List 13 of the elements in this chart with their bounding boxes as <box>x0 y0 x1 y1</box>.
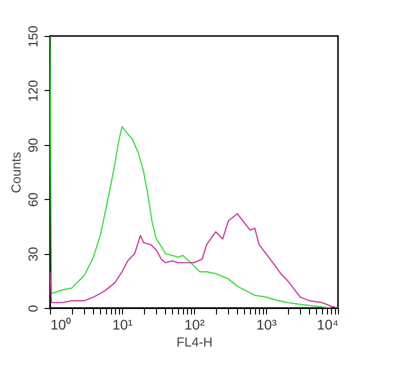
y-tick-label: 60 <box>26 192 40 207</box>
x-axis-title: FL4-H <box>176 334 213 350</box>
x-tick-label: 10² <box>184 316 205 332</box>
y-tick-label: 30 <box>26 246 40 262</box>
x-tick-label: 10³ <box>256 316 277 332</box>
y-tick-label: 150 <box>26 26 40 48</box>
y-tick-label: 120 <box>26 80 40 102</box>
y-tick-label: 0 <box>26 304 40 312</box>
x-tick-label: 10⁰ <box>50 316 72 332</box>
y-axis-title: Counts <box>8 151 24 194</box>
x-tick-label: 10¹ <box>112 316 133 332</box>
x-tick-label: 10⁴ <box>316 316 338 332</box>
y-tick-label: 90 <box>26 138 40 153</box>
